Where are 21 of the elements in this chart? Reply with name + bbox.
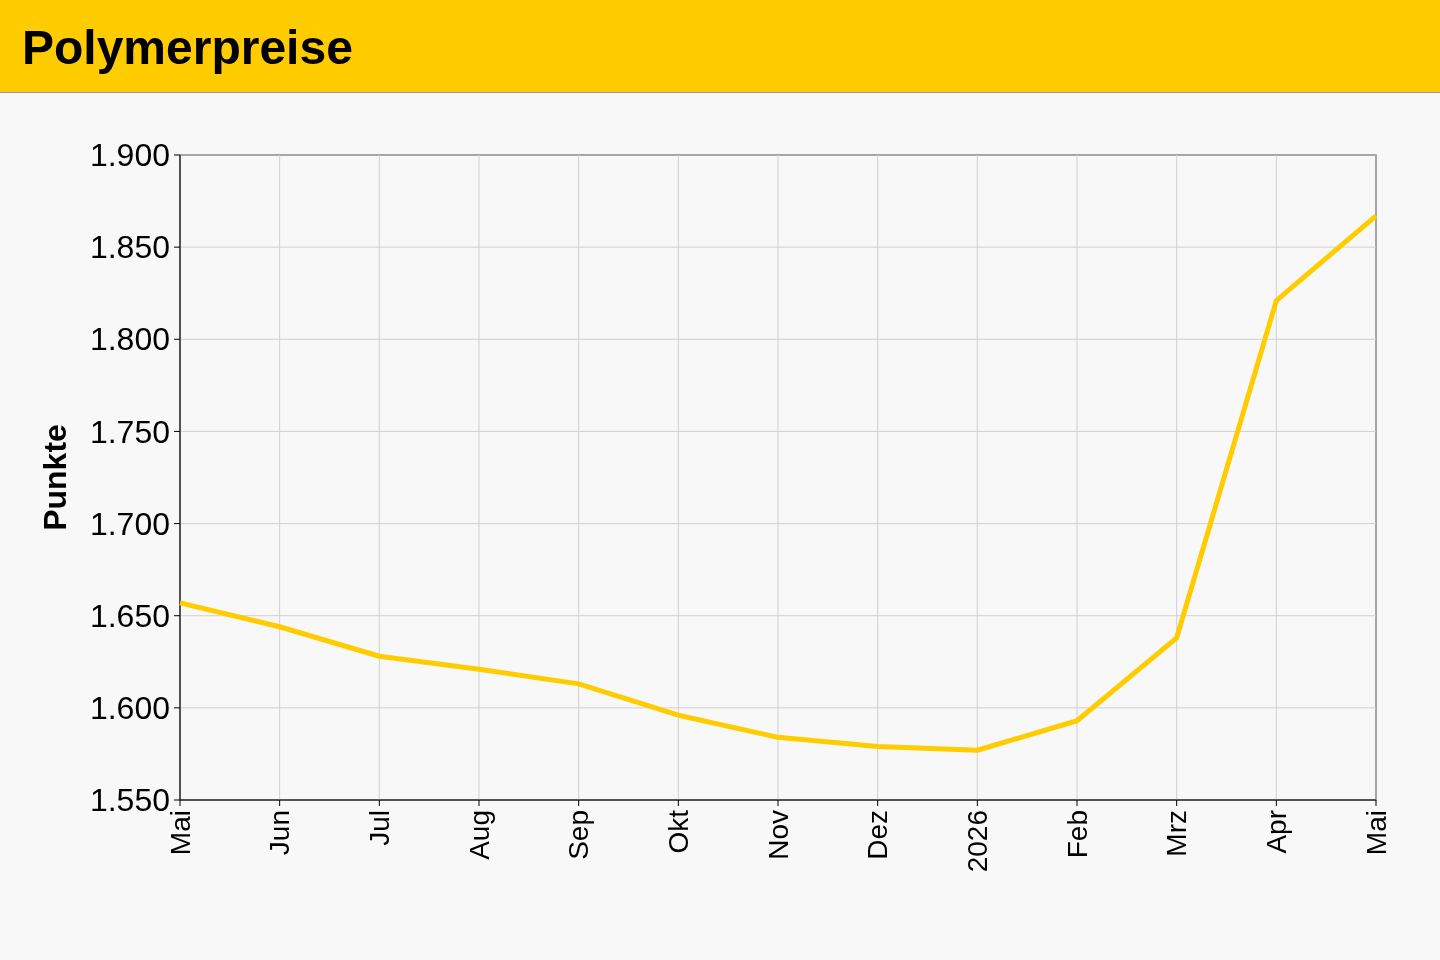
x-tick-label: Feb [1061,810,1093,859]
y-tick-label: 1.800 [89,321,170,358]
chart-title: Polymerpreise [22,21,353,74]
x-tick-label: Mrz [1161,810,1193,857]
x-tick-label: Aug [463,810,495,860]
x-tick-label: Apr [1261,810,1293,854]
y-tick-label: 1.600 [89,690,170,727]
x-tick-label: Jul [364,810,396,846]
x-tick-label: Dez [862,810,894,860]
x-tick-label: Nov [762,810,794,860]
y-axis-title: Punkte [37,424,73,531]
y-tick-label: 1.850 [89,229,170,266]
y-tick-label: 1.700 [89,505,170,542]
x-tick-label: Jun [264,810,296,856]
y-tick-label: 1.650 [89,597,170,634]
x-tick-label: 2026 [962,810,994,873]
y-tick-label: 1.900 [89,137,170,174]
x-tick-label: Okt [663,809,695,854]
y-tick-label: 1.750 [89,413,170,450]
x-tick-label: Sep [563,810,595,860]
x-tick-label: Mai [1360,810,1392,856]
